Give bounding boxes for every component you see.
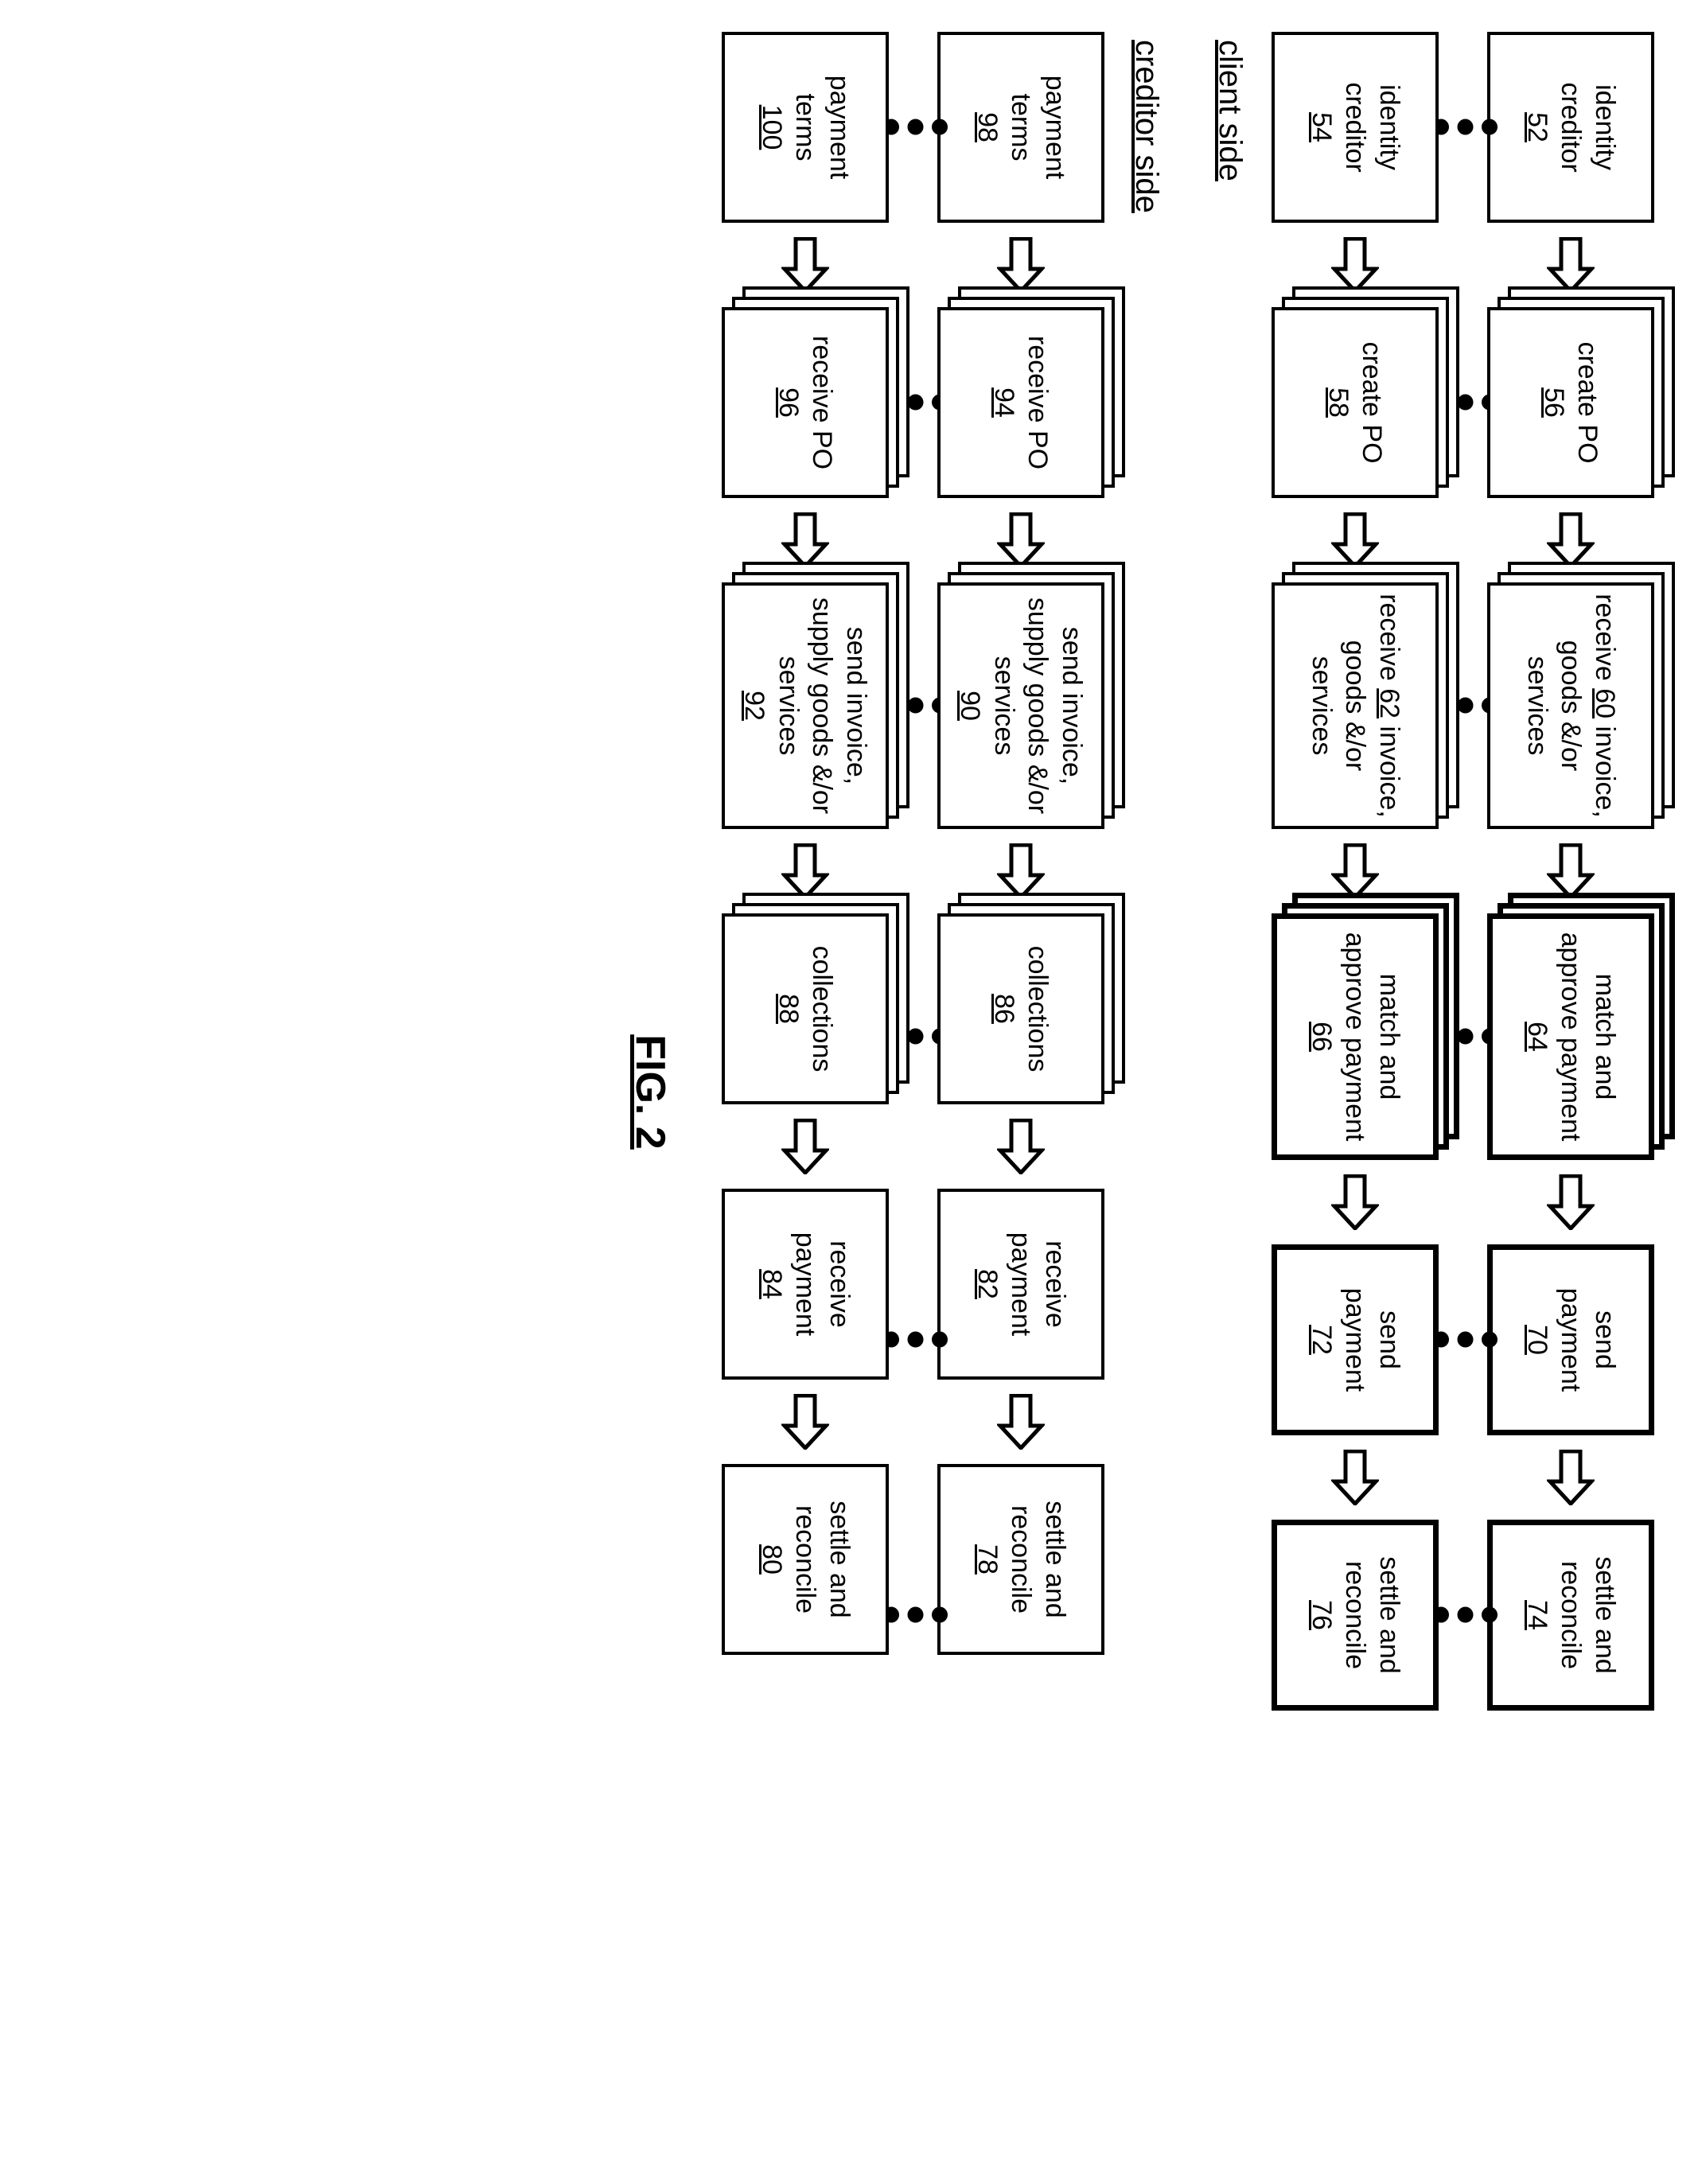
flow-box-stack: receive 60 invoice, goods &/or services bbox=[1487, 582, 1654, 829]
vdots: ••• bbox=[1455, 32, 1471, 223]
vdots: ••• bbox=[1455, 1520, 1471, 1711]
vdots: ••• bbox=[905, 1244, 921, 1435]
creditor-side-label: creditor side bbox=[1128, 40, 1164, 2152]
flow-box: receive 62 invoice, goods &/or services bbox=[1272, 582, 1439, 829]
flow-box-stack: send invoice, supply goods &/or services… bbox=[937, 582, 1104, 829]
arrow-icon bbox=[1331, 237, 1379, 293]
client-side-section: identity creditor52 create PO56 receive 60… bbox=[1212, 32, 1654, 2152]
arrow-icon bbox=[1547, 237, 1595, 293]
flow-box: settle and reconcile80 bbox=[722, 1464, 889, 1655]
flow-box: send invoice, supply goods &/or services… bbox=[937, 582, 1104, 829]
arrow-icon bbox=[997, 237, 1045, 293]
flow-box-stack: match and approve payment64 bbox=[1487, 913, 1654, 1160]
arrow-icon bbox=[1547, 843, 1595, 899]
arrow-icon bbox=[1331, 843, 1379, 899]
flow-box: receive PO96 bbox=[722, 307, 889, 498]
creditor-row: payment terms100 receive PO96 send invoice… bbox=[722, 32, 889, 2152]
flow-box-stack: collections88 bbox=[722, 913, 889, 1104]
page: identity creditor52 create PO56 receive 60… bbox=[0, 0, 1702, 2184]
flow-box: collections88 bbox=[722, 913, 889, 1104]
flow-box: receive payment84 bbox=[722, 1189, 889, 1380]
flow-box-stack: send invoice, supply goods &/or services… bbox=[722, 582, 889, 829]
vdots: ••• bbox=[1455, 1244, 1471, 1435]
flow-box-stack: create PO58 bbox=[1272, 307, 1439, 498]
arrow-icon bbox=[997, 843, 1045, 899]
flow-box: match and approve payment66 bbox=[1272, 913, 1439, 1160]
arrow-icon bbox=[1547, 1450, 1595, 1505]
arrow-icon bbox=[781, 512, 829, 568]
creditor-row: payment terms98 receive PO94 send invoice,… bbox=[937, 32, 1104, 2152]
arrow-icon bbox=[997, 1394, 1045, 1450]
flow-box: identity creditor52 bbox=[1487, 32, 1654, 223]
client-row: identity creditor52 create PO56 receive 60… bbox=[1487, 32, 1654, 2152]
flow-box: create PO58 bbox=[1272, 307, 1439, 498]
arrow-icon bbox=[997, 1119, 1045, 1174]
creditor-side-section: creditor side payment terms98 receive PO9… bbox=[722, 32, 1164, 2152]
arrow-icon bbox=[781, 1394, 829, 1450]
flow-box: receive 60 invoice, goods &/or services bbox=[1487, 582, 1654, 829]
vdots: ••• bbox=[905, 1520, 921, 1711]
arrow-icon bbox=[781, 843, 829, 899]
client-row: identity creditor54 create PO58 receive 62… bbox=[1272, 32, 1439, 2152]
flow-box-stack: receive 62 invoice, goods &/or services bbox=[1272, 582, 1439, 829]
flow-box: receive PO94 bbox=[937, 307, 1104, 498]
flow-box: match and approve payment64 bbox=[1487, 913, 1654, 1160]
vdots: ••• bbox=[905, 32, 921, 223]
flow-box-stack: match and approve payment66 bbox=[1272, 913, 1439, 1160]
flow-box: collections86 bbox=[937, 913, 1104, 1104]
arrow-icon bbox=[997, 512, 1045, 568]
flow-box-stack: collections86 bbox=[937, 913, 1104, 1104]
arrow-icon bbox=[1331, 1450, 1379, 1505]
flow-box-stack: receive PO94 bbox=[937, 307, 1104, 498]
flow-box: settle and reconcile78 bbox=[937, 1464, 1104, 1655]
flow-box: receive payment82 bbox=[937, 1189, 1104, 1380]
flow-box: payment terms98 bbox=[937, 32, 1104, 223]
flow-box-stack: create PO56 bbox=[1487, 307, 1654, 498]
flow-box: send invoice, supply goods &/or services… bbox=[722, 582, 889, 829]
figure-label: FIG. 2 bbox=[626, 32, 674, 2152]
flow-box: payment terms100 bbox=[722, 32, 889, 223]
arrow-icon bbox=[1331, 512, 1379, 568]
arrow-icon bbox=[781, 1119, 829, 1174]
flow-box: send payment70 bbox=[1487, 1244, 1654, 1435]
arrow-icon bbox=[1547, 1174, 1595, 1230]
flow-box: identity creditor54 bbox=[1272, 32, 1439, 223]
arrow-icon bbox=[1547, 512, 1595, 568]
client-side-label: client side bbox=[1212, 40, 1248, 2152]
flow-box: create PO56 bbox=[1487, 307, 1654, 498]
flow-box: send payment72 bbox=[1272, 1244, 1439, 1435]
arrow-icon bbox=[781, 237, 829, 293]
flow-box: settle and reconcile76 bbox=[1272, 1520, 1439, 1711]
flow-box-stack: receive PO96 bbox=[722, 307, 889, 498]
flow-box: settle and reconcile74 bbox=[1487, 1520, 1654, 1711]
arrow-icon bbox=[1331, 1174, 1379, 1230]
